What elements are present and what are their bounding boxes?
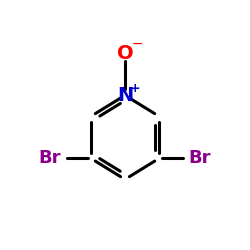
Text: Br: Br bbox=[189, 149, 211, 168]
Text: N: N bbox=[117, 86, 133, 105]
Text: +: + bbox=[130, 82, 140, 95]
Text: O: O bbox=[117, 44, 133, 63]
Text: Br: Br bbox=[39, 149, 61, 168]
Text: −: − bbox=[131, 36, 143, 51]
